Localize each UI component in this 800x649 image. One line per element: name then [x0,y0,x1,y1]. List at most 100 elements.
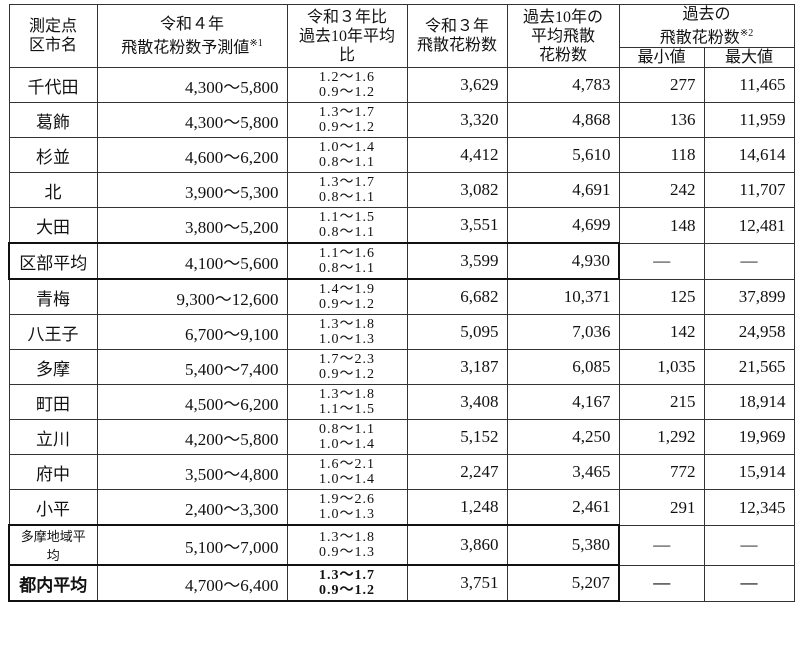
header-row: 測定点 区市名 令和４年 飛散花粉数予測値※1 令和３年比 過去10年平均比 令和３年 飛散花… [8,3,795,69]
header-cell: 測定点 区市名 [8,3,98,69]
area-name: 北 [8,172,98,209]
average-10yr: 6,085 [506,349,620,386]
ratio: 1.0～1.4 0.8～1.1 [286,137,408,174]
data-row: 葛飾 4,300～5,800 1.3～1.7 0.9～1.2 3,320 4,868 136… [8,102,795,139]
ratio-line: 0.9～1.2 [319,367,375,383]
average-10yr: 10,371 [506,278,620,316]
data-row: 千代田 4,300～5,800 1.2～1.6 0.9～1.2 3,629 4,783 27… [8,67,795,104]
max-count: 18,914 [703,384,795,421]
average-10yr: 5,610 [506,137,620,174]
min-count: 142 [618,314,705,351]
max-count: 21,565 [703,349,795,386]
ratio-line: 1.2～1.6 [319,70,375,86]
forecast: 5,100～7,000 [96,524,288,567]
ratio-line: 1.4～1.9 [319,282,375,298]
header-cell: 令和３年比 過去10年平均比 [286,3,408,69]
average-10yr: 5,207 [506,564,620,603]
count-2021: 4,412 [406,137,508,174]
count-2021: 6,682 [406,278,508,316]
count-2021: 3,187 [406,349,508,386]
ratio-line: 1.0～1.4 [319,472,375,488]
data-row: 北 3,900～5,300 1.3～1.7 0.8～1.1 3,082 4,691 242 1… [8,172,795,209]
ratio: 1.3～1.7 0.8～1.1 [286,172,408,209]
header-line: 過去の [628,5,786,24]
header-text: 区市名 [28,37,77,55]
area-name: 千代田 [8,67,98,104]
ratio-line: 0.9～1.2 [319,297,375,313]
header-line: 令和３年比 [296,8,399,27]
count-2021: 3,629 [406,67,508,104]
header-cell: 令和４年 飛散花粉数予測値※1 [96,3,288,69]
count-2021: 1,248 [406,489,508,526]
max-count: 12,481 [703,207,795,244]
max-count: 24,958 [703,314,795,351]
average-row: 多摩地域平均 5,100～7,000 1.3～1.8 0.9～1.3 3,860 5,38… [8,524,795,567]
ratio: 1.4～1.9 0.9～1.2 [286,278,408,316]
header-text: 飛散花粉数 [416,37,497,55]
area-name: 都内平均 [8,564,98,603]
min-count: 772 [618,454,705,491]
ratio-line: 1.3～1.8 [319,387,375,403]
ratio-line: 1.3～1.8 [319,530,375,546]
forecast: 4,600～6,200 [96,137,288,174]
ratio-line: 1.9～2.6 [319,492,375,508]
ratio-line: 0.8～1.1 [319,261,375,277]
min-count: — [618,564,705,602]
data-row: 杉並 4,600～6,200 1.0～1.4 0.8～1.1 4,412 5,610 118… [8,137,795,174]
header-cell: 過去10年の 平均飛散 花粉数 [506,3,620,69]
ratio-line: 1.0～1.4 [319,437,375,453]
min-count: — [618,242,705,280]
count-2021: 3,599 [406,242,508,281]
area-name: 区部平均 [8,242,98,281]
average-10yr: 4,691 [506,172,620,209]
data-row: 大田 3,800～5,200 1.1～1.5 0.8～1.1 3,551 4,699 148… [8,207,795,244]
header-text: 飛散花粉数 [659,29,740,47]
ratio-line: 0.9～1.2 [319,85,375,101]
header-cell: 令和３年 飛散花粉数 [406,3,508,69]
data-row: 青梅 9,300～12,600 1.4～1.9 0.9～1.2 6,682 10,371 1… [8,278,795,316]
ratio-line: 1.0～1.4 [319,140,375,156]
ratio-line: 1.1～1.5 [319,210,375,226]
header-line: 過去10年平均比 [296,27,399,65]
data-row: 立川 4,200～5,800 0.8～1.1 1.0～1.4 5,152 4,250 1,2… [8,419,795,456]
average-10yr: 7,036 [506,314,620,351]
area-name: 多摩 [8,349,98,386]
table-body: 千代田 4,300～5,800 1.2～1.6 0.9～1.2 3,629 4,783 27… [8,67,795,603]
ratio: 1.3～1.7 0.9～1.2 [286,102,408,139]
max-count: — [703,242,795,280]
ratio-line: 0.9～1.2 [319,120,375,136]
count-2021: 3,320 [406,102,508,139]
min-count: 215 [618,384,705,421]
min-count: 242 [618,172,705,209]
ratio: 1.1～1.5 0.8～1.1 [286,207,408,244]
count-2021: 3,082 [406,172,508,209]
ratio: 1.3～1.8 0.9～1.3 [286,524,408,567]
max-count: — [703,564,795,602]
ratio-line: 1.0～1.3 [319,507,375,523]
min-count: 291 [618,489,705,526]
ratio-line: 0.8～1.1 [319,155,375,171]
table-header: 測定点 区市名 令和４年 飛散花粉数予測値※1 令和３年比 過去10年平均比 令和３年 飛散花… [8,3,795,69]
forecast: 4,200～5,800 [96,419,288,456]
header-cell: 過去の 飛散花粉数※2 [618,3,795,49]
subheader-cell: 最大値 [703,47,795,69]
forecast: 4,700～6,400 [96,564,288,603]
header-line: 平均飛散 [516,27,611,46]
forecast: 4,100～5,600 [96,242,288,281]
header-text: 過去10年平均比 [298,27,395,64]
max-count: 37,899 [703,278,795,316]
average-10yr: 5,380 [506,524,620,567]
min-count: 148 [618,207,705,244]
average-row: 都内平均 4,700～6,400 1.3～1.7 0.9～1.2 3,751 5,207—… [8,564,795,603]
max-count: 11,465 [703,67,795,104]
forecast: 4,300～5,800 [96,102,288,139]
header-line: 区市名 [18,36,89,55]
min-count: 277 [618,67,705,104]
max-count: 14,614 [703,137,795,174]
header-note: ※1 [249,38,263,49]
average-10yr: 4,930 [506,242,620,281]
ratio-line: 1.7～2.3 [319,352,375,368]
max-count: 11,707 [703,172,795,209]
ratio: 1.6～2.1 1.0～1.4 [286,454,408,491]
